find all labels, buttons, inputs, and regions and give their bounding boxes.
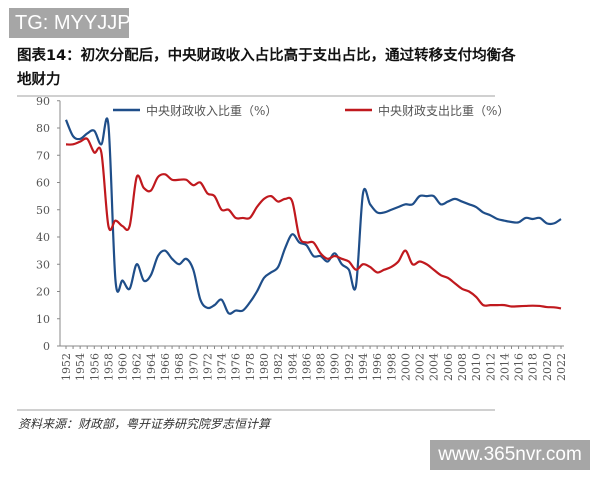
x-tick-label: 2016 [513, 353, 526, 381]
series-line-revenue [64, 117, 562, 315]
x-tick-label: 1996 [371, 353, 384, 381]
x-tick-label: 1958 [102, 353, 115, 381]
y-tick-label: 10 [36, 313, 50, 326]
x-tick-label: 2018 [527, 353, 540, 381]
x-tick-label: 1968 [173, 353, 186, 381]
x-tick-label: 2012 [484, 353, 497, 381]
x-tick-label: 2014 [498, 353, 511, 381]
y-tick-label: 80 [36, 122, 50, 135]
x-tick-label: 1964 [145, 353, 158, 381]
x-tick-label: 1994 [357, 353, 370, 381]
x-tick-label: 1982 [272, 353, 285, 381]
chart-title: 图表14：初次分配后，中央财政收入占比高于支出占比，通过转移支付均衡各地财力 [17, 48, 516, 88]
x-tick-label: 1980 [258, 353, 271, 381]
y-tick-label: 0 [43, 340, 50, 353]
x-tick-label: 2002 [414, 353, 427, 381]
x-tick-label: 2006 [442, 353, 455, 381]
y-tick-label: 20 [36, 286, 50, 299]
x-tick-label: 1988 [315, 353, 328, 381]
source-note: 资料来源：财政部，粤开证券研究院罗志恒计算 [18, 417, 271, 431]
source-divider [17, 409, 495, 411]
x-tick-label: 1984 [286, 353, 299, 381]
x-tick-label: 1954 [74, 353, 87, 381]
legend-label-revenue: 中央财政收入比重（%） [146, 103, 277, 118]
title-divider [17, 95, 495, 97]
y-tick-label: 50 [36, 204, 50, 217]
x-tick-label: 1962 [131, 353, 144, 381]
legend-bg-expenditure [342, 101, 542, 119]
x-tick-label: 1956 [88, 353, 101, 381]
x-tick-label: 1998 [385, 353, 398, 381]
x-tick-label: 2010 [470, 353, 483, 381]
y-tick-label: 30 [36, 258, 50, 271]
y-tick-label: 70 [36, 149, 50, 162]
series-line-expenditure [65, 137, 562, 310]
x-tick-label: 1972 [201, 353, 214, 381]
x-tick-label: 1978 [244, 353, 257, 381]
watermark-bottom: www.365nvr.com [430, 440, 590, 470]
x-tick-label: 2008 [456, 353, 469, 381]
legend-bg-revenue [110, 101, 310, 119]
x-tick-label: 1990 [329, 353, 342, 381]
x-tick-label: 1992 [343, 353, 356, 381]
x-tick-label: 1976 [230, 353, 243, 381]
x-tick-label: 2022 [555, 353, 568, 381]
x-tick-label: 1960 [117, 353, 130, 381]
x-tick-label: 2020 [541, 353, 554, 381]
y-tick-label: 90 [36, 95, 50, 108]
x-tick-label: 2000 [399, 353, 412, 381]
legend-label-expenditure: 中央财政支出比重（%） [378, 103, 509, 118]
x-tick-label: 1970 [187, 353, 200, 381]
x-tick-label: 1986 [300, 353, 313, 381]
x-tick-label: 1974 [216, 353, 229, 381]
y-tick-label: 40 [36, 231, 50, 244]
x-tick-label: 1966 [159, 353, 172, 381]
x-tick-label: 1952 [60, 353, 73, 381]
x-tick-label: 2004 [428, 353, 441, 381]
y-tick-label: 60 [36, 177, 50, 190]
watermark-top: TG: MYYJJPP [9, 8, 144, 38]
